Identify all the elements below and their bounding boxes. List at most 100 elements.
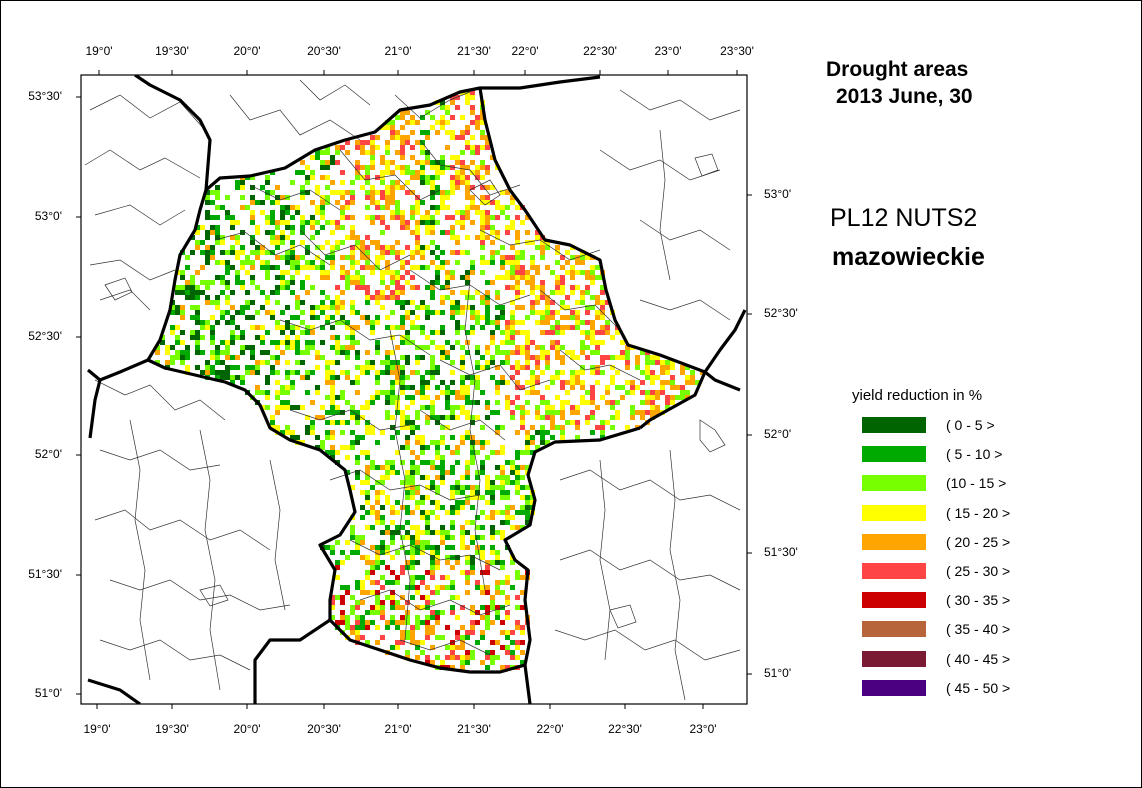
drought-pixel [460,180,465,185]
drought-pixel [370,190,375,195]
bottom-axis-label: 22°0' [536,722,564,736]
drought-pixel [585,255,590,260]
drought-pixel [600,290,605,295]
drought-pixel [295,305,300,310]
drought-pixel [225,280,230,285]
drought-pixel [380,290,385,295]
drought-pixel [270,365,275,370]
region-name: mazowieckie [832,243,985,271]
drought-pixel [540,295,545,300]
drought-pixel [640,370,645,375]
drought-pixel [355,585,360,590]
drought-pixel [255,385,260,390]
drought-pixel [510,525,515,530]
drought-pixel [205,365,210,370]
drought-pixel [390,215,395,220]
drought-pixel [405,620,410,625]
drought-pixel [430,660,435,665]
drought-pixel [470,625,475,630]
drought-pixel [470,520,475,525]
drought-pixel [395,370,400,375]
drought-pixel [215,275,220,280]
drought-pixel [295,335,300,340]
drought-pixel [465,580,470,585]
drought-pixel [530,290,535,295]
drought-pixel [465,175,470,180]
drought-pixel [340,190,345,195]
drought-pixel [255,335,260,340]
drought-pixel [470,295,475,300]
drought-pixel [515,645,520,650]
drought-pixel [410,215,415,220]
drought-pixel [545,410,550,415]
drought-pixel [480,185,485,190]
drought-pixel [440,165,445,170]
drought-pixel [255,225,260,230]
drought-pixel [395,255,400,260]
drought-pixel [570,385,575,390]
drought-pixel [250,200,255,205]
drought-pixel [400,415,405,420]
left-axis-label: 51°30' [28,567,62,581]
drought-pixel [505,490,510,495]
drought-pixel [430,405,435,410]
bottom-axis-label: 20°0' [233,722,261,736]
drought-pixel [425,215,430,220]
drought-pixel [540,345,545,350]
drought-pixel [385,625,390,630]
drought-pixel [570,265,575,270]
drought-pixel [240,380,245,385]
drought-pixel [390,615,395,620]
drought-pixel [470,95,475,100]
drought-pixel [425,265,430,270]
drought-pixel [340,205,345,210]
drought-pixel [435,310,440,315]
drought-pixel [490,450,495,455]
drought-pixel [500,535,505,540]
drought-pixel [245,370,250,375]
drought-pixel [385,530,390,535]
drought-pixel [370,570,375,575]
drought-pixel [650,360,655,365]
drought-pixel [535,265,540,270]
drought-pixel [445,625,450,630]
drought-pixel [405,280,410,285]
drought-pixel [475,315,480,320]
drought-pixel [445,655,450,660]
drought-pixel [395,240,400,245]
drought-pixel [355,550,360,555]
drought-pixel [390,270,395,275]
drought-pixel [385,370,390,375]
drought-pixel [445,555,450,560]
drought-pixel [645,400,650,405]
drought-pixel [365,500,370,505]
drought-pixel [430,285,435,290]
drought-pixel [400,110,405,115]
drought-pixel [360,405,365,410]
drought-pixel [405,245,410,250]
drought-pixel [290,340,295,345]
drought-pixel [390,390,395,395]
drought-pixel [445,105,450,110]
drought-pixel [390,505,395,510]
drought-pixel [240,280,245,285]
drought-pixel [410,385,415,390]
drought-pixel [430,485,435,490]
drought-pixel [645,390,650,395]
drought-pixel [485,565,490,570]
drought-pixel [490,620,495,625]
drought-pixel [445,530,450,535]
drought-pixel [305,345,310,350]
drought-pixel [395,135,400,140]
drought-pixel [290,430,295,435]
drought-pixel [160,340,165,345]
drought-pixel [330,300,335,305]
drought-pixel [585,305,590,310]
drought-pixel [305,275,310,280]
drought-pixel [305,430,310,435]
drought-pixel [410,475,415,480]
drought-pixel [390,395,395,400]
drought-pixel [470,105,475,110]
drought-pixel [210,190,215,195]
drought-pixel [455,615,460,620]
